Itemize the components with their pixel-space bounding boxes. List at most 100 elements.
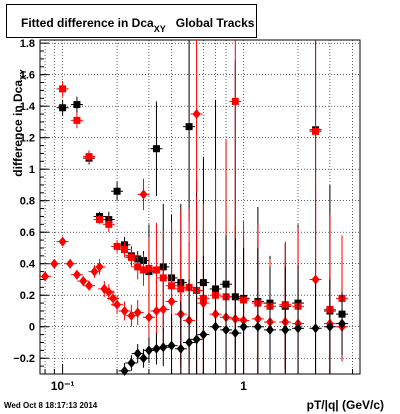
marker-diamond <box>253 321 262 332</box>
y-tick-label: 1.4 <box>20 101 36 113</box>
data-point <box>150 333 163 365</box>
marker-square <box>73 116 81 124</box>
data-point <box>77 276 90 287</box>
marker-diamond <box>192 334 201 345</box>
marker-diamond <box>311 274 320 285</box>
data-point <box>190 40 203 193</box>
marker-square <box>85 153 93 161</box>
y-tick-label: 1.6 <box>20 70 35 82</box>
data-point <box>70 96 83 113</box>
marker-diamond <box>58 236 67 247</box>
data-point <box>93 214 106 225</box>
y-tick-label: 0 <box>29 322 35 334</box>
marker-square <box>152 145 160 153</box>
data-point <box>111 295 124 315</box>
marker-diamond <box>239 321 248 332</box>
data-point <box>336 292 349 356</box>
marker-diamond <box>152 343 161 354</box>
marker-diamond <box>72 269 81 280</box>
data-point <box>237 247 250 374</box>
marker-diamond <box>41 271 50 282</box>
chart-title: Fitted difference in DcaXY Global Tracks <box>21 16 255 34</box>
data-point <box>229 238 242 374</box>
data-point <box>83 280 96 291</box>
marker-square <box>59 104 67 112</box>
x-axis-label: pT/|q| (GeV/c) <box>306 398 384 412</box>
marker-diamond <box>159 304 168 315</box>
marker-diamond <box>133 307 142 318</box>
data-point <box>125 247 138 267</box>
marker-diamond <box>66 258 75 269</box>
y-tick-label: 0.4 <box>20 259 36 271</box>
data-point <box>309 281 322 374</box>
marker-diamond <box>127 357 136 368</box>
marker-diamond <box>199 329 208 340</box>
marker-diamond <box>167 340 176 351</box>
data-point <box>323 279 336 374</box>
marker-diamond <box>133 348 142 359</box>
y-tick-label: 1.8 <box>20 38 35 50</box>
marker-square <box>134 263 142 271</box>
x-tick-label: 1 <box>240 379 247 393</box>
data-point <box>93 258 106 275</box>
marker-diamond <box>231 328 240 339</box>
marker-square <box>140 266 148 274</box>
data-point <box>70 269 83 280</box>
data-point <box>137 178 150 211</box>
x-tick-label: 10⁻¹ <box>51 379 75 393</box>
marker-square <box>121 246 129 254</box>
data-point <box>264 266 277 374</box>
data-point <box>292 265 305 374</box>
marker-diamond <box>222 324 231 335</box>
data-point <box>102 216 115 233</box>
data-point <box>118 301 131 321</box>
marker-diamond <box>176 343 185 354</box>
marker-diamond <box>120 365 129 376</box>
data-point <box>142 293 155 341</box>
marker-diamond <box>139 353 148 364</box>
marker-diamond <box>144 345 153 356</box>
marker-diamond <box>152 305 161 316</box>
data-point <box>39 271 52 282</box>
data-point <box>197 255 210 374</box>
marker-diamond <box>211 321 220 332</box>
marker-square <box>127 253 135 261</box>
marker-square <box>312 127 320 135</box>
data-point <box>131 299 144 326</box>
data-point <box>183 40 196 222</box>
marker-diamond <box>113 299 122 310</box>
data-point <box>118 241 131 258</box>
data-point <box>56 80 69 97</box>
y-axis-label: difference in DcaXY <box>11 69 28 177</box>
data-point <box>70 112 83 129</box>
marker-square <box>96 216 104 224</box>
chart-title-box: Fitted difference in DcaXY Global Tracks <box>6 4 257 38</box>
marker-diamond <box>95 261 104 272</box>
marker-diamond <box>185 337 194 348</box>
data-point <box>83 150 96 163</box>
plot-frame <box>39 39 361 375</box>
data-point <box>229 40 242 244</box>
marker-square <box>185 123 193 131</box>
data-point <box>64 258 77 269</box>
marker-diamond <box>139 189 148 200</box>
data-point <box>56 99 69 116</box>
marker-diamond <box>50 258 59 269</box>
data-point <box>209 232 222 374</box>
y-tick-label: 1 <box>29 164 35 176</box>
marker-diamond <box>79 276 88 287</box>
data-point <box>174 301 187 374</box>
marker-diamond <box>167 296 176 307</box>
marker-diamond <box>104 287 113 298</box>
data-point <box>150 101 163 196</box>
y-tick-label: 0.2 <box>20 290 35 302</box>
marker-diamond <box>281 324 290 335</box>
marker-diamond <box>90 266 99 277</box>
marker-square <box>145 264 153 272</box>
data-point <box>131 344 144 363</box>
marker-square <box>152 266 160 274</box>
timestamp: Wed Oct 8 18:17:13 2014 <box>4 401 98 410</box>
data-point <box>150 279 163 343</box>
marker-diamond <box>325 321 334 332</box>
